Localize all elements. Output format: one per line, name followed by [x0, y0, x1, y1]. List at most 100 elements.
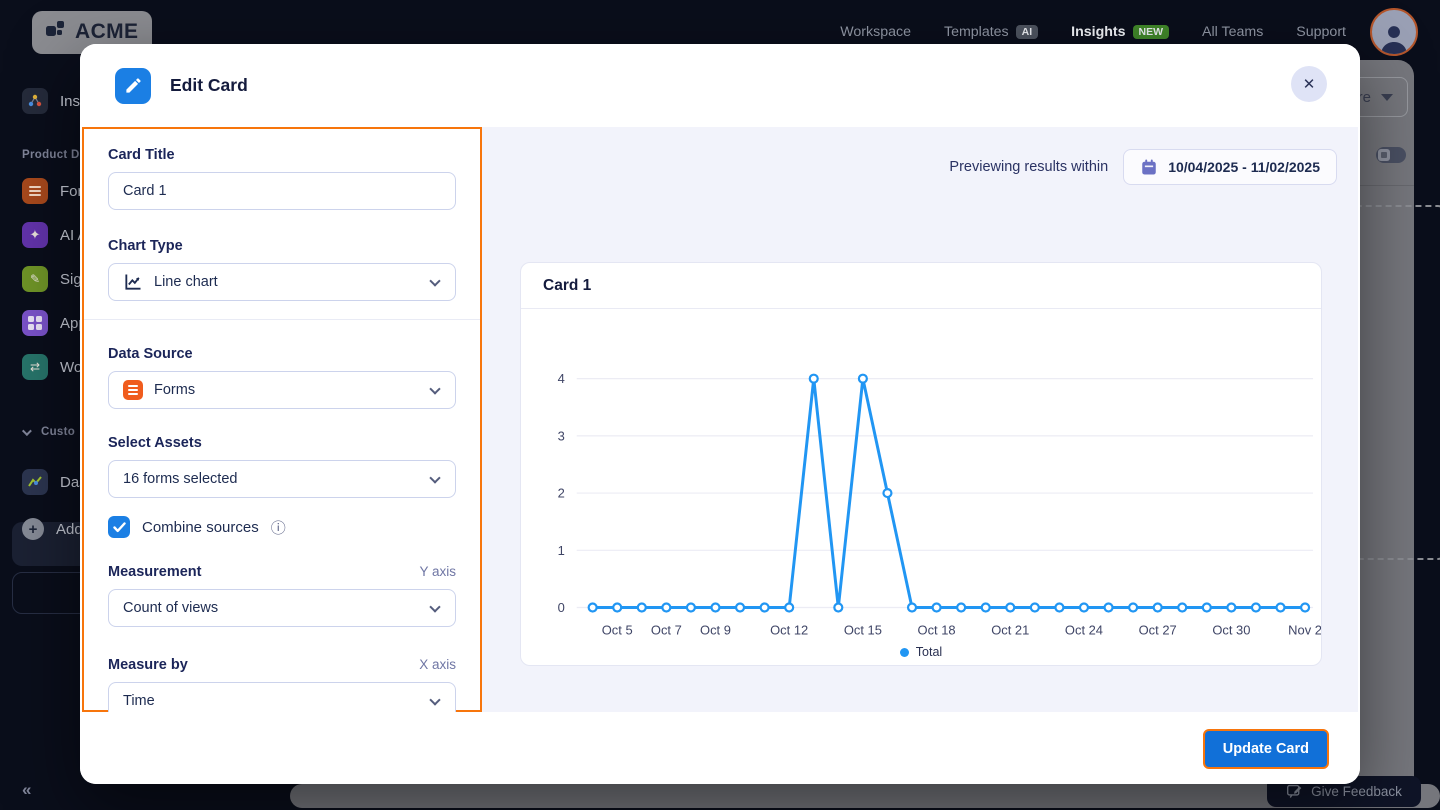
- sidebar-item-workflows[interactable]: ⇄ Wor: [22, 354, 80, 380]
- avatar[interactable]: [1370, 8, 1418, 56]
- ai-sparkle-icon: ✦: [22, 222, 48, 248]
- chart-legend: Total: [521, 645, 1321, 659]
- select-assets-label: Select Assets: [108, 435, 202, 451]
- measure-by-label: Measure by: [108, 657, 188, 673]
- brand-name: ACME: [75, 20, 138, 44]
- feedback-pencil-icon: [1286, 783, 1303, 800]
- y-axis-label: Y axis: [419, 564, 456, 579]
- close-icon[interactable]: ✕: [1291, 66, 1327, 102]
- preview-date-row: Previewing results within 10/04/2025 - 1…: [949, 149, 1337, 185]
- nav-templates[interactable]: TemplatesAI: [944, 24, 1038, 40]
- forms-icon: [123, 380, 143, 400]
- modal-header: Edit Card ✕: [80, 44, 1360, 127]
- svg-text:3: 3: [558, 428, 565, 443]
- svg-text:Nov 2: Nov 2: [1288, 622, 1321, 637]
- svg-text:Oct 7: Oct 7: [651, 622, 682, 637]
- date-range-picker[interactable]: 10/04/2025 - 11/02/2025: [1123, 149, 1337, 185]
- nav-workspace[interactable]: Workspace: [840, 24, 911, 40]
- insights-icon: [22, 88, 48, 114]
- calendar-icon: [1140, 158, 1158, 176]
- data-source-select[interactable]: Forms: [108, 371, 456, 409]
- new-badge: NEW: [1133, 25, 1170, 40]
- line-chart-icon: [123, 272, 143, 292]
- sidebar-item-dashboards[interactable]: Das: [22, 469, 80, 495]
- svg-text:2: 2: [558, 486, 565, 501]
- add-dashboard-button-bg: [12, 572, 80, 614]
- select-assets-select[interactable]: 16 forms selected: [108, 460, 456, 498]
- sidebar: Insi Product Da Form ✦ AI A ✎ Sign App ⇄…: [0, 64, 80, 810]
- acme-logo-mark-icon: [44, 19, 68, 46]
- chevron-down-icon: [429, 275, 440, 286]
- preview-chart-card: Card 1 0 1 2 3 4 Oct 5 Oct 7 Oct 9 Oct 12 Oct 15 O…: [520, 262, 1322, 666]
- preview-panel: Previewing results within 10/04/2025 - 1…: [482, 127, 1358, 712]
- modal-title: Edit Card: [170, 75, 248, 96]
- chart-type-label: Chart Type: [108, 238, 183, 254]
- combine-sources-checkbox[interactable]: [108, 516, 130, 538]
- sidebar-item-sign[interactable]: ✎ Sign: [22, 266, 80, 292]
- svg-text:Oct 18: Oct 18: [918, 622, 956, 637]
- svg-text:Oct 15: Oct 15: [844, 622, 882, 637]
- modal-footer: Update Card: [80, 712, 1360, 784]
- previewing-results-label: Previewing results within: [949, 159, 1108, 175]
- chevron-down-icon: [429, 383, 440, 394]
- svg-text:Oct 30: Oct 30: [1212, 622, 1250, 637]
- nav-insights[interactable]: InsightsNEW: [1071, 24, 1169, 40]
- svg-text:Oct 5: Oct 5: [602, 622, 633, 637]
- svg-text:Oct 24: Oct 24: [1065, 622, 1103, 637]
- card-title-input[interactable]: [108, 172, 456, 210]
- data-source-label: Data Source: [108, 346, 193, 362]
- person-icon: [1377, 20, 1411, 54]
- sidebar-collapse-button[interactable]: «: [22, 780, 31, 800]
- svg-text:0: 0: [558, 600, 565, 615]
- sign-doc-icon: ✎: [22, 266, 48, 292]
- measurement-select[interactable]: Count of views: [108, 589, 456, 627]
- chevron-down-icon: [429, 472, 440, 483]
- apps-grid-icon: [22, 310, 48, 336]
- date-range-value: 10/04/2025 - 11/02/2025: [1168, 159, 1320, 175]
- preview-card-title: Card 1: [521, 263, 1321, 309]
- nav-links: Workspace TemplatesAI InsightsNEW All Te…: [840, 24, 1346, 40]
- dimmed-page-fragment: re: [1352, 60, 1414, 790]
- legend-dot-icon: [900, 648, 909, 657]
- card-settings-panel: Card Title Chart Type Line chart Data So…: [82, 127, 482, 712]
- svg-text:Oct 9: Oct 9: [700, 622, 731, 637]
- ai-badge: AI: [1016, 25, 1039, 40]
- toggle-switch-fragment[interactable]: [1376, 147, 1406, 163]
- x-axis-label: X axis: [419, 657, 456, 672]
- sidebar-section-custom[interactable]: Custo: [22, 426, 75, 438]
- chevron-down-icon: [22, 426, 32, 436]
- nav-all-teams[interactable]: All Teams: [1202, 24, 1263, 40]
- edit-card-modal: Edit Card ✕ Card Title Chart Type Line c…: [80, 44, 1360, 784]
- sidebar-item-ai-agents[interactable]: ✦ AI A: [22, 222, 80, 248]
- combine-sources-label: Combine sources: [142, 519, 259, 536]
- svg-text:Oct 12: Oct 12: [770, 622, 808, 637]
- divider: [84, 319, 480, 320]
- update-card-button[interactable]: Update Card: [1203, 729, 1329, 769]
- info-icon[interactable]: ⓘ: [271, 517, 286, 538]
- sidebar-item-insights[interactable]: Insi: [22, 88, 80, 114]
- edit-pencil-icon: [115, 68, 151, 104]
- caret-down-icon: [1381, 94, 1393, 101]
- forms-icon: [22, 178, 48, 204]
- chart-type-select[interactable]: Line chart: [108, 263, 456, 301]
- preview-chart-svg: 0 1 2 3 4 Oct 5 Oct 7 Oct 9 Oct 12 Oct 15 Oct 18 Oc…: [521, 309, 1321, 645]
- workflows-arrows-icon: ⇄: [22, 354, 48, 380]
- sidebar-item-forms[interactable]: Form: [22, 178, 80, 204]
- svg-text:1: 1: [558, 543, 565, 558]
- legend-label: Total: [916, 645, 942, 659]
- dashboards-chart-icon: [22, 469, 48, 495]
- chevron-down-icon: [429, 694, 440, 705]
- svg-text:4: 4: [558, 371, 565, 386]
- app-background: ACME Workspace TemplatesAI InsightsNEW A…: [0, 0, 1440, 810]
- nav-support[interactable]: Support: [1296, 24, 1346, 40]
- sidebar-item-label: Insi: [60, 93, 80, 110]
- measurement-label: Measurement: [108, 564, 201, 580]
- sidebar-item-apps[interactable]: App: [22, 310, 80, 336]
- plus-icon: +: [22, 518, 44, 540]
- card-title-label: Card Title: [108, 147, 175, 163]
- svg-text:Oct 27: Oct 27: [1139, 622, 1177, 637]
- chevron-down-icon: [429, 601, 440, 612]
- combine-sources-row: Combine sources ⓘ: [108, 516, 456, 538]
- add-dashboard-button[interactable]: + Add: [22, 518, 80, 540]
- sidebar-section-label: Product Da: [22, 149, 80, 161]
